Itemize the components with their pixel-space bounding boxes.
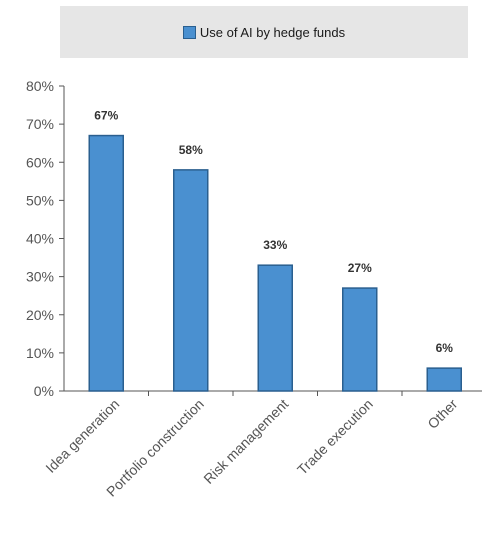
y-tick-label: 80%	[26, 78, 54, 94]
data-label: 67%	[94, 109, 118, 123]
category-label: Trade execution	[294, 396, 376, 478]
axis-layer: 0% 10% 20% 30% 40% 50% 60% 70% 80%	[26, 78, 482, 399]
bar	[173, 169, 209, 392]
category-label: Risk management	[200, 396, 291, 487]
category-label: Idea generation	[42, 396, 122, 476]
y-tick-label: 30%	[26, 269, 54, 285]
y-tick-label: 10%	[26, 345, 54, 361]
data-label: 6%	[436, 341, 454, 355]
chart-legend: Use of AI by hedge funds	[60, 6, 468, 58]
y-tick-label: 20%	[26, 307, 54, 323]
bar	[426, 367, 462, 392]
legend-label: Use of AI by hedge funds	[199, 24, 346, 40]
data-label: 27%	[348, 261, 372, 275]
y-tick-label: 70%	[26, 116, 54, 132]
y-tick-label: 40%	[26, 231, 54, 247]
y-tick-label: 50%	[26, 192, 54, 208]
bars-layer	[88, 134, 462, 392]
y-tick-label: 0%	[34, 383, 54, 399]
data-label: 33%	[263, 238, 287, 252]
bar	[257, 264, 293, 392]
data-label: 58%	[179, 143, 203, 157]
category-label: Other	[424, 396, 460, 432]
bar	[88, 134, 124, 392]
y-tick-label: 60%	[26, 154, 54, 170]
category-label: Portfolio construction	[103, 396, 207, 500]
bar	[342, 287, 378, 392]
legend-swatch	[182, 25, 196, 39]
